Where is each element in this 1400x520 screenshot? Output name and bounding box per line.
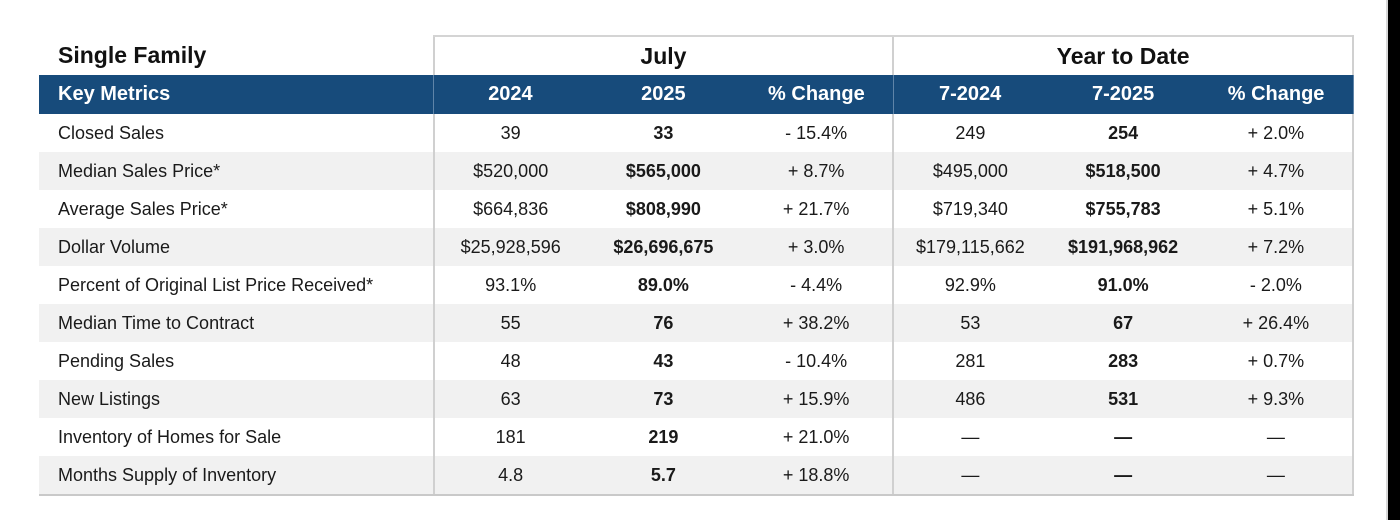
ytd-prev-cell: 281: [892, 342, 1047, 380]
table-row: Median Time to Contract 55 76 + 38.2% 53…: [39, 304, 1355, 342]
ytd-curr-cell: 91.0%: [1097, 274, 1149, 295]
col-header-metric: Key Metrics: [39, 75, 434, 114]
ytd-change-cell: + 5.1%: [1199, 190, 1355, 228]
month-change-cell: - 4.4%: [790, 274, 843, 295]
month-change-cell: + 21.0%: [782, 426, 850, 447]
month-curr-cell: 76: [586, 304, 741, 342]
metric-label: Median Sales Price*: [39, 152, 434, 190]
ytd-prev-cell: —: [892, 456, 1047, 496]
month-prev-cell: $520,000: [432, 152, 587, 190]
col-header-month-curr: 2025: [586, 75, 741, 114]
ytd-prev-cell: 249: [892, 114, 1047, 152]
column-header-row: Key Metrics 2024 2025 % Change 7-2024 7-…: [39, 75, 1354, 114]
month-prev-cell: $664,836: [432, 190, 587, 228]
month-curr-cell: 73: [586, 380, 741, 418]
ytd-curr-cell: $755,783: [1085, 198, 1161, 219]
metric-label: Closed Sales: [58, 122, 165, 143]
table-row: Percent of Original List Price Received*…: [39, 266, 1355, 304]
col-header-month-change: % Change: [740, 75, 894, 114]
ytd-change-cell: - 2.0%: [1199, 266, 1355, 304]
ytd-curr-cell: 531: [1046, 380, 1200, 418]
ytd-prev-cell: $495,000: [892, 152, 1047, 190]
metric-label: Pending Sales: [58, 350, 175, 371]
ytd-change-cell: + 4.7%: [1199, 152, 1355, 190]
ytd-curr-cell: —: [1114, 426, 1133, 447]
metric-label: Median Time to Contract: [39, 304, 434, 342]
col-header-ytd-prev: 7-2024: [892, 75, 1047, 114]
month-change-cell: + 15.9%: [740, 380, 894, 418]
month-prev-cell: 181: [432, 418, 587, 456]
col-header-ytd-curr: 7-2025: [1046, 75, 1200, 114]
table-row: Pending Sales 48 43 - 10.4% 281 283 + 0.…: [39, 342, 1355, 380]
ytd-curr-cell: 254: [1108, 122, 1139, 143]
month-curr-cell: $26,696,675: [586, 228, 741, 266]
col-header-ytd-change: % Change: [1199, 75, 1354, 114]
ytd-change-cell: + 0.7%: [1199, 342, 1355, 380]
ytd-curr-cell: —: [1046, 456, 1200, 496]
month-change-cell: - 15.4%: [785, 122, 848, 143]
ytd-curr-cell: 67: [1046, 304, 1200, 342]
month-prev-cell: 4.8: [432, 456, 587, 496]
month-change-cell: + 21.7%: [782, 198, 850, 219]
month-change-cell: + 8.7%: [740, 152, 894, 190]
ytd-curr-cell: $518,500: [1046, 152, 1200, 190]
month-change-cell: + 38.2%: [740, 304, 894, 342]
month-prev-cell: 39: [432, 114, 587, 152]
ytd-prev-cell: 92.9%: [892, 266, 1047, 304]
ytd-curr-cell: 283: [1108, 350, 1139, 371]
ytd-change-cell: + 7.2%: [1199, 228, 1355, 266]
ytd-prev-cell: 486: [892, 380, 1047, 418]
month-change-cell: - 10.4%: [785, 350, 848, 371]
table-row: Dollar Volume $25,928,596 $26,696,675 + …: [39, 228, 1355, 266]
month-curr-cell: 5.7: [586, 456, 741, 496]
group-month-header: July: [432, 35, 894, 75]
metric-label: Percent of Original List Price Received*: [58, 274, 374, 295]
table-row: Closed Sales 39 33 - 15.4% 249 254 + 2.0…: [39, 114, 1355, 152]
month-prev-cell: 63: [432, 380, 587, 418]
month-curr-cell: 43: [653, 350, 674, 371]
month-prev-cell: 48: [432, 342, 587, 380]
group-header-row: Single Family July Year to Date: [39, 35, 1354, 75]
metric-label: Dollar Volume: [39, 228, 434, 266]
group-ytd-header: Year to Date: [892, 35, 1354, 75]
viewer-edge: [1388, 0, 1400, 520]
ytd-change-cell: + 26.4%: [1199, 304, 1355, 342]
metric-label: Months Supply of Inventory: [39, 456, 434, 496]
month-change-cell: + 18.8%: [740, 456, 894, 496]
month-curr-cell: $808,990: [625, 198, 701, 219]
metric-label: Average Sales Price*: [58, 198, 228, 219]
month-change-cell: + 3.0%: [740, 228, 894, 266]
month-prev-cell: $25,928,596: [432, 228, 587, 266]
key-metrics-table: Single Family July Year to Date Key Metr…: [39, 35, 1355, 496]
ytd-prev-cell: 53: [892, 304, 1047, 342]
month-prev-cell: 93.1%: [432, 266, 587, 304]
table-row: Average Sales Price* $664,836 $808,990 +…: [39, 190, 1355, 228]
ytd-curr-cell: $191,968,962: [1046, 228, 1200, 266]
col-header-month-prev: 2024: [433, 75, 587, 114]
ytd-change-cell: —: [1199, 418, 1355, 456]
month-curr-cell: $565,000: [586, 152, 741, 190]
table-row: Inventory of Homes for Sale 181 219 + 21…: [39, 418, 1355, 456]
ytd-change-cell: + 2.0%: [1199, 114, 1355, 152]
ytd-change-cell: + 9.3%: [1199, 380, 1355, 418]
month-prev-cell: 55: [432, 304, 587, 342]
month-curr-cell: 219: [648, 426, 679, 447]
ytd-change-cell: —: [1199, 456, 1355, 496]
section-title: Single Family: [39, 36, 434, 75]
ytd-prev-cell: $719,340: [892, 190, 1047, 228]
ytd-prev-cell: $179,115,662: [892, 228, 1047, 266]
ytd-prev-cell: —: [892, 418, 1047, 456]
table-row: Months Supply of Inventory 4.8 5.7 + 18.…: [39, 456, 1355, 496]
table-row: New Listings 63 73 + 15.9% 486 531 + 9.3…: [39, 380, 1355, 418]
month-curr-cell: 33: [653, 122, 674, 143]
metric-label: New Listings: [39, 380, 434, 418]
metric-label: Inventory of Homes for Sale: [58, 426, 282, 447]
page-edge-line: [1386, 0, 1388, 520]
table-row: Median Sales Price* $520,000 $565,000 + …: [39, 152, 1355, 190]
month-curr-cell: 89.0%: [637, 274, 689, 295]
